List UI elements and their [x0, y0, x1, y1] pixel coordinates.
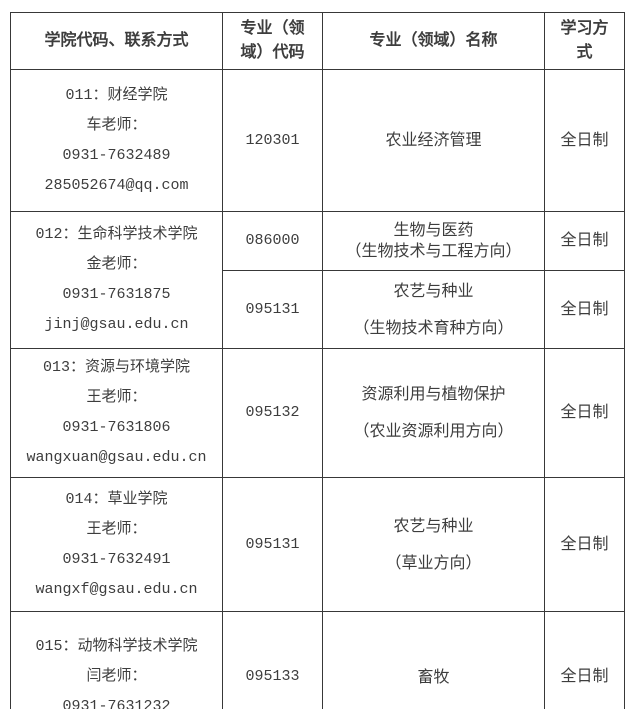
study-mode-cell: 全日制 [544, 211, 625, 271]
study-mode-cell: 全日制 [544, 348, 625, 478]
study-mode-cell: 全日制 [544, 611, 625, 709]
header-college-contact: 学院代码、联系方式 [10, 12, 223, 70]
college-contact-cell-013: 013：资源与环境学院 王老师： 0931-7631806 wangxuan@g… [10, 348, 223, 478]
college-contact-cell-014: 014：草业学院 王老师： 0931-7632491 wangxf@gsau.e… [10, 477, 223, 612]
admissions-table: 学院代码、联系方式 专业（领 域）代码 专业（领域）名称 学习方 式 011：财… [10, 12, 625, 709]
study-mode-cell: 全日制 [544, 270, 625, 349]
program-name-cell: 农艺与种业 （草业方向） [322, 477, 545, 612]
college-contact-cell-015: 015：动物科学技术学院 闫老师： 0931-7631232 [10, 611, 223, 709]
header-study-mode: 学习方 式 [544, 12, 625, 70]
table-row-015: 015：动物科学技术学院 闫老师： 0931-7631232 095133 畜牧… [10, 611, 625, 709]
college-contact-cell-011: 011：财经学院 车老师： 0931-7632489 285052674@qq.… [10, 69, 223, 212]
program-code-cell: 095131 [222, 270, 323, 349]
study-mode-cell: 全日制 [544, 477, 625, 612]
table-row-011: 011：财经学院 车老师： 0931-7632489 285052674@qq.… [10, 69, 625, 212]
program-name-cell: 资源利用与植物保护 （农业资源利用方向） [322, 348, 545, 478]
program-code-cell: 095133 [222, 611, 323, 709]
program-code-cell: 120301 [222, 69, 323, 212]
table-row-014: 014：草业学院 王老师： 0931-7632491 wangxf@gsau.e… [10, 477, 625, 612]
table-row-012-a: 012：生命科学技术学院 金老师： 0931-7631875 jinj@gsau… [10, 211, 625, 349]
table-row-013: 013：资源与环境学院 王老师： 0931-7631806 wangxuan@g… [10, 348, 625, 478]
program-code-cell: 086000 [222, 211, 323, 271]
header-program-code: 专业（领 域）代码 [222, 12, 323, 70]
program-name-cell: 畜牧 [322, 611, 545, 709]
table-row-012-b: 095131 农艺与种业 （生物技术育种方向） 全日制 [11, 270, 625, 349]
program-name-cell: 生物与医药 （生物技术与工程方向） [322, 211, 545, 271]
program-name-cell: 农艺与种业 （生物技术育种方向） [322, 270, 545, 349]
program-code-cell: 095131 [222, 477, 323, 612]
study-mode-cell: 全日制 [544, 69, 625, 212]
college-contact-cell-012: 012：生命科学技术学院 金老师： 0931-7631875 jinj@gsau… [10, 211, 223, 349]
table-header-row: 学院代码、联系方式 专业（领 域）代码 专业（领域）名称 学习方 式 [10, 12, 625, 70]
program-code-cell: 095132 [222, 348, 323, 478]
program-name-cell: 农业经济管理 [322, 69, 545, 212]
header-program-name: 专业（领域）名称 [322, 12, 545, 70]
